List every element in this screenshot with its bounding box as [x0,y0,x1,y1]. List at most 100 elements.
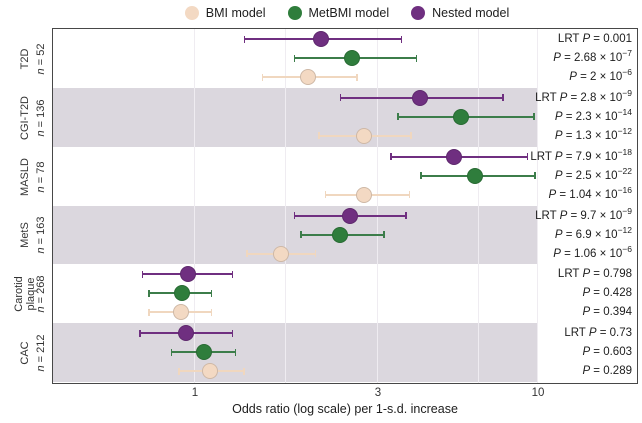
stat-line: P = 2.68 × 10−7 [553,48,632,64]
legend-item-bmi-model: BMI model [184,6,266,20]
stat-line: LRT P = 2.8 × 10−9 [535,88,632,104]
legend-label: Nested model [432,6,510,20]
stat-line: P = 1.04 × 10−16 [548,184,632,201]
stat-line: P = 6.9 × 10−12 [554,224,632,241]
stat-line: P = 0.289 [582,365,632,378]
metbmi-model-point [174,285,191,302]
nested-model-point [411,89,428,106]
metbmi-model-swatch-icon [287,6,302,20]
outcome-row-carotid-plaque: LRT P = 0.798 P = 0.428 P = 0.394 [53,264,637,323]
gridline [537,29,538,383]
ci-cap [293,212,296,219]
ci-cap [293,54,296,62]
n-count-label: n = 52 [34,43,47,75]
legend-label: MetBMI model [308,6,390,20]
stat-line: LRT P = 0.73 [564,327,632,340]
ci-cap [420,172,422,180]
ci-cap [502,94,504,102]
metbmi-model-point [453,108,470,125]
stat-line: P = 2.3 × 10−14 [554,107,632,123]
stat-line: LRT P = 7.9 × 10−18 [530,146,632,163]
ci-cap [141,270,144,278]
stat-line: P = 1.3 × 10−12 [554,126,632,142]
y-label-masld: MASLD n = 78 [0,147,52,206]
nested-model-point [313,31,330,47]
y-label-t2d: T2D n = 52 [0,30,52,89]
ci-cap [534,172,536,180]
gridline [477,29,479,383]
bmi-model-point [272,245,289,262]
ci-cap [526,153,529,161]
ci-cap [405,212,407,219]
ci-cap [210,308,213,316]
ci-cap [231,329,234,337]
ci-cap [261,73,264,81]
nested-model-point [341,207,358,224]
ci-cap [139,329,141,337]
stat-line: LRT P = 0.001 [557,33,632,45]
ci-cap [231,270,234,278]
bmi-model-point [202,363,219,380]
ci-cap [408,191,411,199]
outcome-row-cgi-t2d: LRT P = 2.8 × 10−9 P = 2.3 × 10−14 P = 1.3… [53,87,637,147]
nested-model-point [177,325,194,342]
outcome-row-masld: LRT P = 7.9 × 10−18 P = 2.5 × 10−22 P = 1.… [53,147,637,206]
stat-line: P = 0.603 [582,346,632,359]
legend-item-nested-model: Nested model [411,6,509,20]
ci-cap [397,113,399,121]
n-count-label: n = 78 [34,161,47,193]
stat-line: P = 2 × 10−6 [569,67,632,83]
ci-cap [390,153,392,161]
ci-cap [533,113,535,121]
x-tick-label: 1 [191,387,199,399]
n-count-label: n = 163 [34,216,47,254]
metbmi-model-point [344,50,361,66]
metbmi-model-point [196,344,213,361]
ci-cap [415,54,418,62]
x-axis-title: Odds ratio (log scale) per 1-s.d. increa… [232,402,458,416]
outcome-row-cac: LRT P = 0.73 P = 0.603 P = 0.289 [53,323,637,382]
ci-cap [178,367,180,375]
ci-cap [170,348,173,356]
ci-cap [410,132,412,140]
gridline [377,29,378,383]
n-count-label: n = 268 [34,275,47,313]
y-label-cac: CAC n = 212 [0,324,52,383]
x-tick-label: 3 [374,387,382,399]
n-count-label: n = 212 [34,334,47,372]
ci-cap [234,348,237,356]
outcome-row-mets: LRT P = 9.7 × 10−9 P = 6.9 × 10−12 P = 1.0… [53,205,637,265]
ci-cap [318,132,320,140]
bmi-model-point [172,304,189,321]
stat-line: LRT P = 0.798 [557,268,632,281]
ci-cap [383,231,385,238]
bmi-model-point [356,186,373,203]
outcome-row-t2d: LRT P = 0.001 P = 2.68 × 10−7 P = 2 × 10−6 [53,29,637,88]
nested-model-point [446,148,463,165]
ci-cap [356,73,358,81]
bmi-model-point [300,69,317,85]
ci-cap [148,308,150,316]
metbmi-model-point [467,167,484,184]
stat-line: P = 0.428 [582,287,632,300]
n-count-label: n = 136 [34,99,47,137]
y-label-carotid-plaque: Carotid plaque n = 268 [0,265,52,324]
metbmi-model-point [332,226,349,243]
ci-cap [243,367,245,375]
stat-line: P = 1.06 × 10−6 [553,243,632,260]
ci-cap [324,191,327,199]
nested-model-point [179,266,196,283]
stat-line: LRT P = 9.7 × 10−9 [535,205,632,222]
legend: BMI model MetBMI model Nested model [26,3,642,23]
y-label-mets: MetS n = 163 [0,206,52,265]
ci-cap [400,35,403,43]
nested-model-swatch-icon [411,6,426,20]
ci-cap [246,250,248,257]
stat-line: P = 0.394 [582,306,632,319]
ci-cap [148,289,150,297]
legend-item-metbmi-model: MetBMI model [287,6,390,20]
ci-cap [300,231,302,238]
x-tick-label: 10 [531,387,545,399]
legend-label: BMI model [205,6,266,20]
